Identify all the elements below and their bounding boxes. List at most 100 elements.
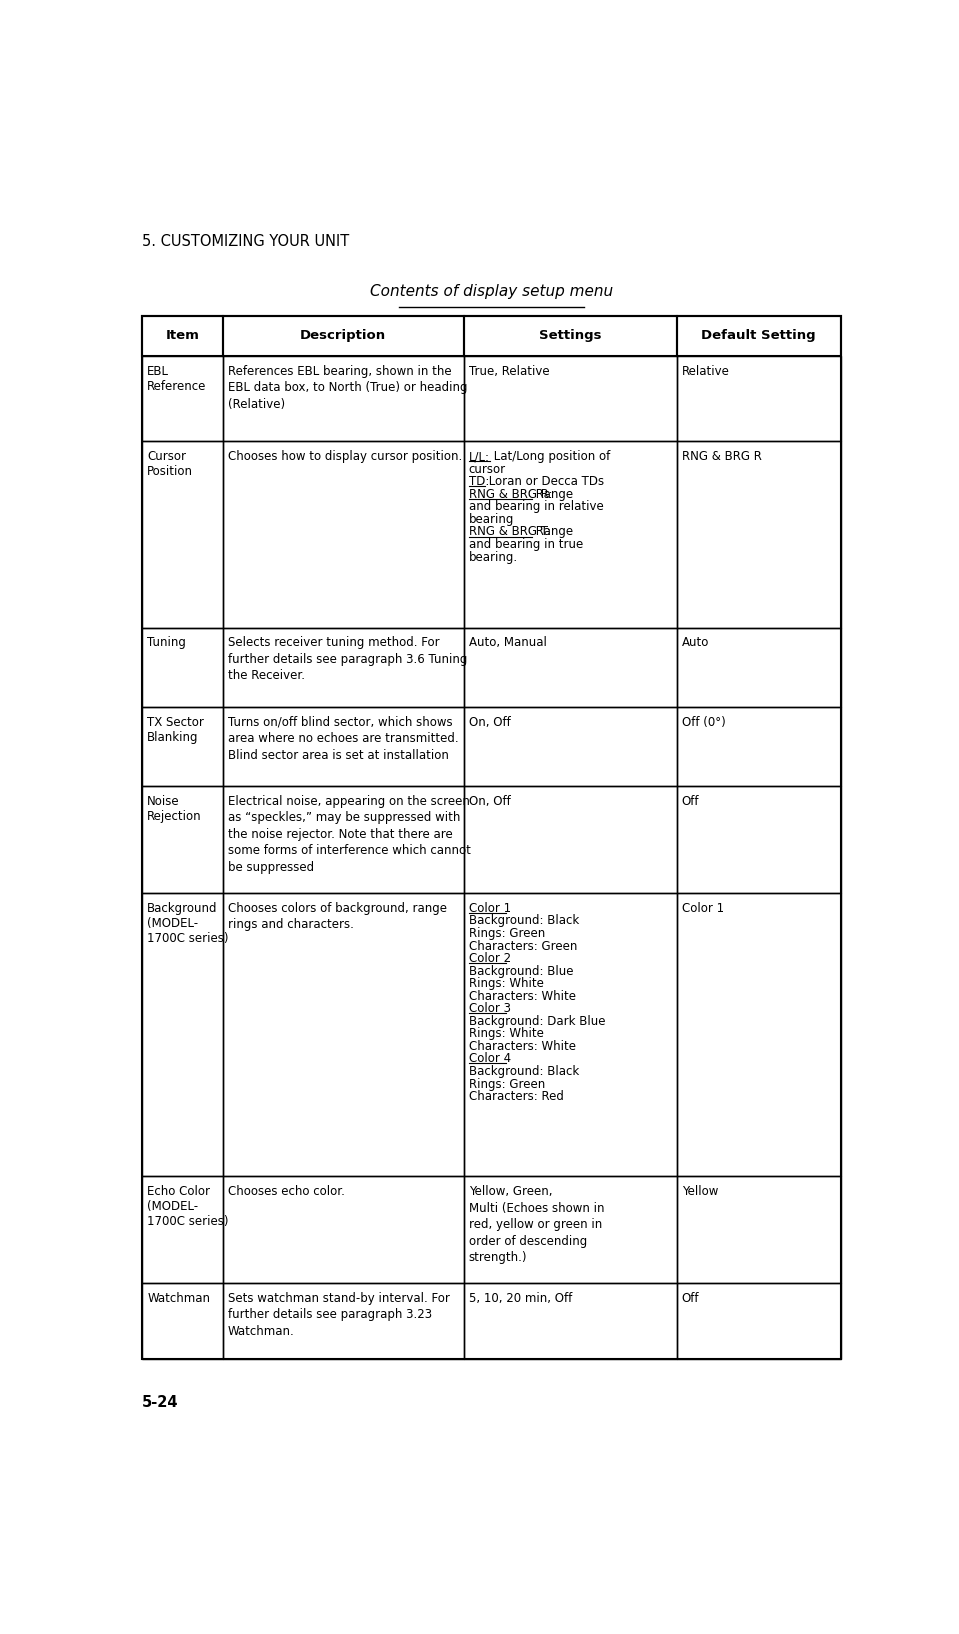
Bar	[222, 627, 463, 708]
Text: Contents of display setup menu: Contents of display setup menu	[370, 284, 613, 299]
Bar	[222, 356, 463, 441]
Bar	[677, 1283, 841, 1358]
Bar	[677, 786, 841, 894]
Text: Rings: White: Rings: White	[469, 1028, 544, 1041]
Bar	[142, 1176, 222, 1283]
Bar	[463, 708, 677, 786]
Text: RNG & BRG R:: RNG & BRG R:	[469, 489, 552, 502]
Text: Chooses colors of background, range
rings and characters.: Chooses colors of background, range ring…	[227, 902, 447, 931]
Text: RNG & BRG R: RNG & BRG R	[682, 451, 761, 462]
Bar	[463, 1283, 677, 1358]
Text: Characters: White: Characters: White	[469, 1039, 575, 1052]
Text: Selects receiver tuning method. For
further details see paragraph 3.6 Tuning
the: Selects receiver tuning method. For furt…	[227, 637, 467, 683]
Text: Rings: White: Rings: White	[469, 977, 544, 990]
Text: Loran or Decca TDs: Loran or Decca TDs	[484, 475, 604, 489]
Bar	[677, 708, 841, 786]
Bar	[222, 1176, 463, 1283]
Bar	[142, 786, 222, 894]
Text: Color 2: Color 2	[469, 953, 511, 966]
Text: Relative: Relative	[682, 364, 730, 377]
Text: Turns on/off blind sector, which shows
area where no echoes are transmitted.
Bli: Turns on/off blind sector, which shows a…	[227, 716, 458, 761]
Bar	[677, 441, 841, 627]
Bar	[222, 894, 463, 1176]
Text: Color 1: Color 1	[469, 902, 511, 915]
Text: Background: Black: Background: Black	[469, 915, 579, 928]
Text: Lat/Long position of: Lat/Long position of	[490, 451, 610, 462]
Text: Off: Off	[682, 796, 699, 807]
Text: 5. CUSTOMIZING YOUR UNIT: 5. CUSTOMIZING YOUR UNIT	[142, 234, 349, 248]
Text: RNG & BRG T:: RNG & BRG T:	[469, 526, 550, 539]
Bar	[677, 627, 841, 708]
Bar	[142, 315, 841, 1358]
Bar	[142, 894, 222, 1176]
Bar	[463, 894, 677, 1176]
Bar	[222, 786, 463, 894]
Text: EBL
Reference: EBL Reference	[148, 364, 207, 392]
Bar	[677, 315, 841, 356]
Text: Settings: Settings	[539, 328, 601, 342]
Bar	[222, 708, 463, 786]
Text: Chooses how to display cursor position.: Chooses how to display cursor position.	[227, 451, 462, 462]
Text: and bearing in true: and bearing in true	[469, 538, 583, 551]
Text: Auto, Manual: Auto, Manual	[469, 637, 547, 649]
Text: Range: Range	[532, 526, 573, 539]
Text: Auto: Auto	[682, 637, 710, 649]
Text: Background
(MODEL-
1700C series): Background (MODEL- 1700C series)	[148, 902, 229, 944]
Bar	[463, 441, 677, 627]
Text: 5-24: 5-24	[142, 1395, 178, 1410]
Text: On, Off: On, Off	[469, 716, 510, 729]
Bar	[142, 356, 222, 441]
Text: Characters: Green: Characters: Green	[469, 940, 577, 953]
Text: bearing.: bearing.	[469, 551, 518, 564]
Text: Color 4: Color 4	[469, 1052, 511, 1065]
Text: Rings: Green: Rings: Green	[469, 926, 545, 940]
Text: Chooses echo color.: Chooses echo color.	[227, 1185, 344, 1198]
Text: bearing: bearing	[469, 513, 514, 526]
Bar	[463, 786, 677, 894]
Text: Off: Off	[682, 1292, 699, 1306]
Bar	[677, 894, 841, 1176]
Text: TX Sector
Blanking: TX Sector Blanking	[148, 716, 204, 743]
Bar	[677, 356, 841, 441]
Text: cursor: cursor	[469, 462, 505, 475]
Bar	[142, 627, 222, 708]
Text: Noise
Rejection: Noise Rejection	[148, 796, 202, 824]
Text: L/L:: L/L:	[469, 451, 490, 462]
Text: 5, 10, 20 min, Off: 5, 10, 20 min, Off	[469, 1292, 572, 1306]
Bar	[463, 1176, 677, 1283]
Text: Yellow, Green,
Multi (Echoes shown in
red, yellow or green in
order of descendin: Yellow, Green, Multi (Echoes shown in re…	[469, 1185, 604, 1265]
Text: Echo Color
(MODEL-
1700C series): Echo Color (MODEL- 1700C series)	[148, 1185, 229, 1229]
Bar	[142, 441, 222, 627]
Text: Sets watchman stand-by interval. For
further details see paragraph 3.23
Watchman: Sets watchman stand-by interval. For fur…	[227, 1292, 450, 1338]
Bar	[677, 1176, 841, 1283]
Text: Yellow: Yellow	[682, 1185, 718, 1198]
Text: Color 3: Color 3	[469, 1002, 511, 1015]
Bar	[463, 315, 677, 356]
Bar	[142, 708, 222, 786]
Bar	[222, 441, 463, 627]
Text: Background: Blue: Background: Blue	[469, 964, 573, 977]
Bar	[463, 356, 677, 441]
Text: Background: Dark Blue: Background: Dark Blue	[469, 1015, 605, 1028]
Bar	[222, 315, 463, 356]
Text: Range: Range	[532, 489, 573, 502]
Text: Default Setting: Default Setting	[701, 328, 816, 342]
Text: Background: Black: Background: Black	[469, 1065, 579, 1078]
Text: Tuning: Tuning	[148, 637, 186, 649]
Text: and bearing in relative: and bearing in relative	[469, 500, 603, 513]
Text: Color 1: Color 1	[682, 902, 724, 915]
Text: Item: Item	[165, 328, 199, 342]
Text: Off (0°): Off (0°)	[682, 716, 726, 729]
Text: Electrical noise, appearing on the screen
as “speckles,” may be suppressed with
: Electrical noise, appearing on the scree…	[227, 796, 471, 874]
Text: TD:: TD:	[469, 475, 489, 489]
Text: Cursor
Position: Cursor Position	[148, 451, 194, 479]
Text: Characters: Red: Characters: Red	[469, 1090, 564, 1103]
Text: References EBL bearing, shown in the
EBL data box, to North (True) or heading
(R: References EBL bearing, shown in the EBL…	[227, 364, 467, 410]
Text: Watchman: Watchman	[148, 1292, 210, 1306]
Bar	[222, 1283, 463, 1358]
Text: True, Relative: True, Relative	[469, 364, 550, 377]
Text: Description: Description	[300, 328, 386, 342]
Text: Rings: Green: Rings: Green	[469, 1077, 545, 1090]
Bar	[142, 315, 222, 356]
Text: On, Off: On, Off	[469, 796, 510, 807]
